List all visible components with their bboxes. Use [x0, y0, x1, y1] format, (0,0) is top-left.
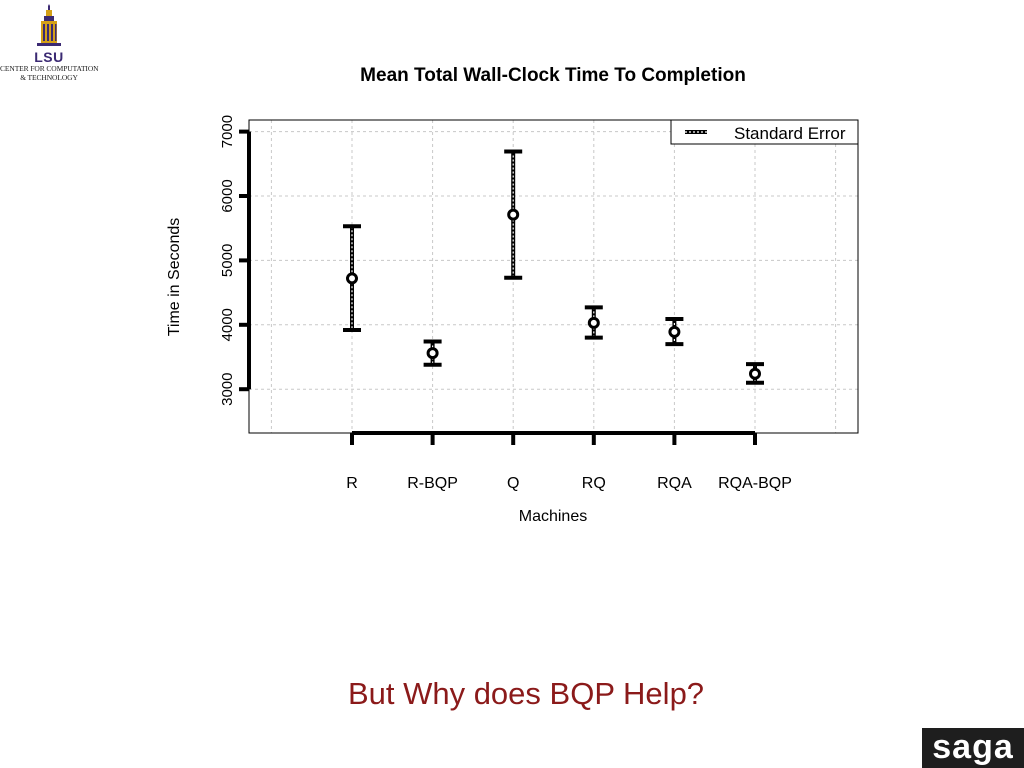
x-axis-label: Machines — [519, 508, 587, 525]
lsu-cct-logo: LSU CENTER FOR COMPUTATION & TECHNOLOGY — [0, 4, 99, 82]
mean-point — [346, 272, 358, 285]
x-tick-label: Q — [507, 475, 519, 492]
logo-line-1: CENTER FOR COMPUTATION — [0, 64, 99, 73]
x-tick-label: RQ — [582, 475, 606, 492]
legend-label: Standard Error — [734, 124, 846, 143]
mean-point — [587, 316, 600, 329]
mean-point — [426, 347, 439, 360]
x-tick-label: R — [346, 475, 358, 492]
x-tick-label: R-BQP — [407, 475, 458, 492]
y-tick-label: 4000 — [219, 308, 236, 341]
data-marks — [343, 149, 764, 385]
logo-wordmark: LSU — [34, 49, 64, 65]
error-bar-chart: Mean Total Wall-Clock Time To Completion… — [166, 65, 859, 525]
mean-point — [668, 325, 681, 338]
plot-frame — [248, 119, 859, 434]
legend: Standard Error — [670, 119, 859, 145]
y-tick-label: 5000 — [219, 244, 236, 277]
slide-caption: But Why does BQP Help? — [347, 676, 705, 711]
grid-lines — [249, 120, 858, 433]
axes: 3000 4000 5000 6000 7000 R R-BQP Q RQ RQA RQA-BQP — [219, 115, 792, 492]
y-axis-label: Time in Seconds — [166, 218, 183, 337]
y-tick-label: 3000 — [219, 373, 236, 406]
tower-icon — [37, 4, 61, 46]
mean-point — [507, 208, 520, 221]
chart-title: Mean Total Wall-Clock Time To Completion — [360, 65, 746, 86]
y-tick-label: 7000 — [219, 115, 236, 148]
x-tick-label: RQA-BQP — [718, 475, 792, 492]
y-tick-label: 6000 — [219, 179, 236, 212]
logo-line-2: & TECHNOLOGY — [20, 73, 78, 82]
x-tick-label: RQA — [657, 475, 692, 492]
mean-point — [749, 367, 761, 380]
saga-brand-logo: saga — [922, 728, 1024, 768]
